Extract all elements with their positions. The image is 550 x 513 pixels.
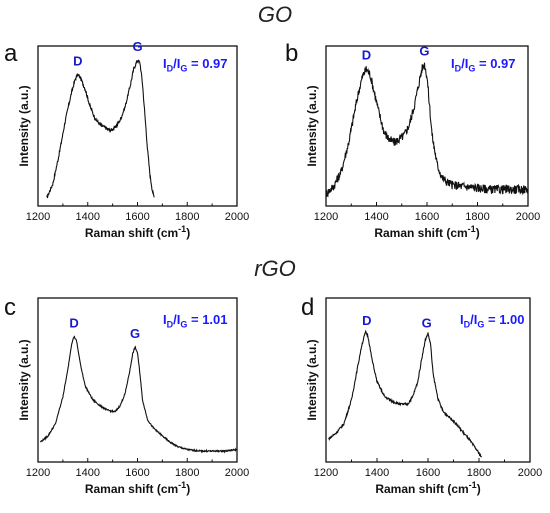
x-tick-label: 1400 (76, 211, 100, 223)
x-tick-label: 1600 (416, 467, 440, 479)
ratio-label: ID/IG = 0.97 (451, 56, 516, 74)
y-axis-label: Intensity (a.u.) (305, 339, 319, 420)
raman-chart-b: 1200 1400 1600 1800 2000 Raman shift (cm-1) In… (305, 43, 540, 240)
panel-c: c ID/IG = 1.01 1200 1400 1600 1800 2000 Raman… (0, 290, 275, 508)
peak-label: G (422, 315, 432, 330)
x-tick-label: 2000 (516, 211, 540, 223)
x-tick-label: 1200 (26, 467, 50, 479)
peak-label: G (132, 39, 142, 54)
x-tick-label: 1400 (365, 467, 389, 479)
spectrum-line (39, 335, 237, 454)
ratio-label: ID/IG = 1.01 (163, 312, 228, 330)
panel-letter: b (285, 40, 299, 67)
x-tick-label: 1400 (364, 211, 388, 223)
x-tick-label: 1600 (125, 211, 149, 223)
section-title-go: GO (257, 2, 293, 27)
peak-label: D (362, 48, 371, 63)
raman-chart-a: 1200 1400 1600 1800 2000 Raman shift (cm-1) In… (17, 39, 249, 240)
x-tick-label: 1800 (175, 211, 199, 223)
x-axis-label: Raman shift (cm-1) (85, 480, 190, 496)
panel-a: a ID/IG = 0.97 1200 1400 1600 1800 2000 Raman… (0, 38, 275, 248)
x-tick-label: 2000 (225, 211, 249, 223)
spectrum-line (325, 62, 529, 198)
x-tick-label: 2000 (518, 467, 542, 479)
peak-label: G (130, 326, 140, 341)
ratio-label: ID/IG = 0.97 (163, 56, 228, 74)
raman-chart-d: 1200 1400 1600 1800 2000 Raman shift (cm-1) In… (305, 297, 542, 496)
x-tick-label: 1600 (125, 467, 149, 479)
peak-label: D (69, 315, 78, 330)
section-title-rgo: rGO (254, 256, 296, 281)
spectrum-line (328, 329, 482, 458)
panel-b: b ID/IG = 0.97 1200 1400 1600 1800 2000 Raman… (275, 38, 550, 248)
x-tick-label: 1600 (415, 211, 439, 223)
y-axis-label: Intensity (a.u.) (17, 339, 31, 420)
peak-label: D (73, 54, 82, 69)
x-tick-label: 1800 (467, 467, 491, 479)
raman-chart-c: 1200 1400 1600 1800 2000 Raman shift (cm-1) In… (17, 297, 249, 496)
panel-letter: c (4, 294, 16, 321)
panel-letter: a (4, 40, 18, 67)
peak-label: G (419, 43, 429, 58)
peak-label: D (362, 313, 371, 328)
x-tick-label: 1400 (76, 467, 100, 479)
ratio-label: ID/IG = 1.00 (460, 312, 525, 330)
x-axis-label: Raman shift (cm-1) (85, 224, 190, 240)
spectrum-line (46, 59, 155, 199)
x-axis-label: Raman shift (cm-1) (374, 224, 479, 240)
panel-d: d ID/IG = 1.00 1200 1400 1600 1800 2000 Raman… (275, 290, 550, 508)
y-axis-label: Intensity (a.u.) (17, 85, 31, 166)
x-tick-label: 1200 (314, 211, 338, 223)
x-tick-label: 1200 (314, 467, 338, 479)
x-tick-label: 1800 (465, 211, 489, 223)
x-tick-label: 1200 (26, 211, 50, 223)
y-axis-label: Intensity (a.u.) (305, 85, 319, 166)
x-axis-label: Raman shift (cm-1) (375, 480, 480, 496)
x-tick-label: 2000 (225, 467, 249, 479)
panel-letter: d (301, 294, 315, 321)
x-tick-label: 1800 (175, 467, 199, 479)
